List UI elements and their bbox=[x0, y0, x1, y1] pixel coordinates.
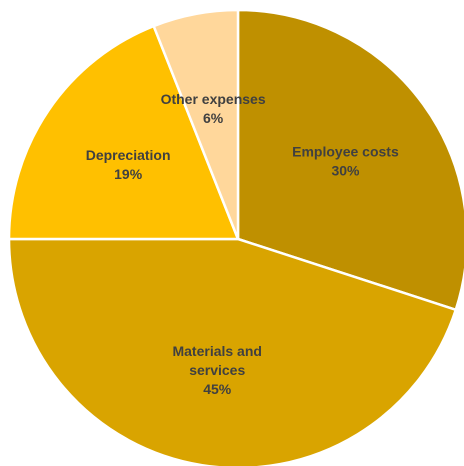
pie-slice-materials-and-services bbox=[7, 237, 458, 466]
pie-slice-other-expenses bbox=[152, 8, 240, 240]
pie-label-depreciation: Depreciation 19% bbox=[86, 147, 171, 182]
pie-slice-depreciation bbox=[7, 24, 240, 241]
pie-label-value: 19% bbox=[114, 166, 143, 182]
pie-labels: Employee costs 30% Materials and services 45… bbox=[86, 91, 399, 397]
pie-slices bbox=[7, 8, 464, 466]
pie-label-text: Materials and bbox=[172, 343, 261, 359]
pie-label-employee-costs: Employee costs 30% bbox=[292, 143, 399, 178]
pie-label-materials-and-services: Materials and services 45% bbox=[172, 343, 261, 397]
pie-label-value: 6% bbox=[203, 110, 224, 126]
pie-label-value: 45% bbox=[203, 381, 232, 397]
pie-label-text: services bbox=[189, 362, 245, 378]
pie-label-other-expenses: Other expenses 6% bbox=[161, 91, 266, 126]
pie-label-text: Employee costs bbox=[292, 143, 399, 159]
pie-label-value: 30% bbox=[331, 162, 360, 178]
pie-label-text: Depreciation bbox=[86, 147, 171, 163]
pie-label-text: Other expenses bbox=[161, 91, 266, 107]
pie-slice-employee-costs bbox=[236, 8, 464, 312]
